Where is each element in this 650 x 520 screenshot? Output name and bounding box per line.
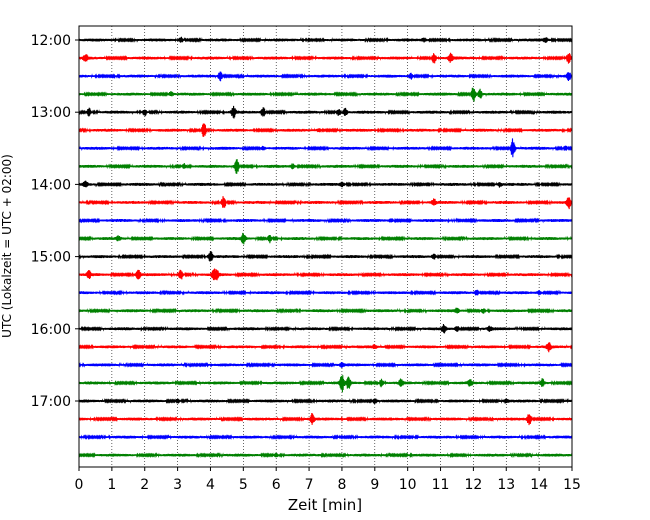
- y-tick-label: 13:00: [31, 105, 71, 121]
- x-tick-label: 5: [239, 477, 248, 493]
- y-axis-label: UTC (Lokalzeit = UTC + 02:00): [0, 154, 14, 338]
- trace-1430: [78, 217, 573, 224]
- trace-1300: [78, 105, 573, 119]
- trace-1730: [78, 434, 573, 441]
- x-tick-label: 3: [173, 477, 182, 493]
- y-tick-label: 14:00: [31, 177, 71, 193]
- trace-1515: [78, 268, 573, 281]
- x-tick-label: 4: [206, 477, 215, 493]
- x-tick-label: 9: [370, 477, 379, 493]
- trace-1415: [78, 196, 573, 210]
- trace-1600: [78, 323, 573, 334]
- trace-1315: [78, 123, 573, 137]
- x-tick-label: 8: [337, 477, 346, 493]
- trace-1530: [78, 289, 573, 296]
- trace-1745: [78, 452, 573, 459]
- y-tick-label: 17:00: [31, 394, 71, 410]
- x-tick-label: 12: [464, 477, 482, 493]
- trace-1500: [78, 251, 573, 262]
- x-tick-label: 11: [432, 477, 450, 493]
- x-axis-label: Zeit [min]: [288, 496, 362, 514]
- x-tick-label: 13: [497, 477, 515, 493]
- trace-1645: [78, 375, 573, 393]
- trace-1230: [78, 71, 573, 82]
- x-tick-label: 15: [563, 477, 581, 493]
- trace-1400: [78, 180, 573, 188]
- x-tick-label: 1: [107, 477, 116, 493]
- trace-1345: [78, 159, 573, 174]
- x-tick-label: 7: [305, 477, 314, 493]
- trace-1700: [78, 397, 573, 404]
- y-axis-ticks: 12:00 13:00 14:00 15:00 16:00 17:00: [31, 33, 79, 410]
- y-tick-label: 15:00: [31, 250, 71, 266]
- trace-1330: [78, 138, 573, 158]
- trace-1215: [78, 52, 573, 64]
- trace-1200: [78, 36, 573, 43]
- trace-1715: [78, 413, 573, 426]
- trace-1630: [78, 361, 573, 368]
- x-tick-label: 6: [272, 477, 281, 493]
- trace-1245: [78, 87, 573, 102]
- seismogram-traces: [78, 36, 573, 459]
- x-axis-ticks: 0 1 2 3 4 5 6 7 8 9 10 11 12 13 14 15: [75, 467, 581, 493]
- y-tick-label: 12:00: [31, 33, 71, 49]
- plot-frame: [78, 25, 573, 468]
- trace-1445: [78, 232, 573, 245]
- trace-1615: [78, 342, 573, 353]
- x-tick-label: 0: [75, 477, 84, 493]
- y-tick-label: 16:00: [31, 322, 71, 338]
- trace-1545: [78, 307, 573, 314]
- x-tick-label: 14: [530, 477, 548, 493]
- x-tick-label: 2: [140, 477, 149, 493]
- plot-area-background: [79, 26, 572, 467]
- x-tick-label: 10: [399, 477, 417, 493]
